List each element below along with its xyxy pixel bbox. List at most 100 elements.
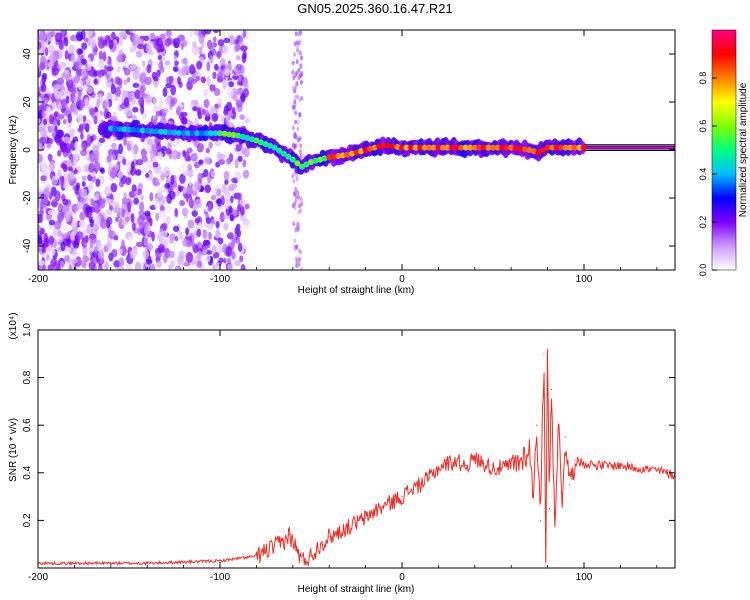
ridge-point	[135, 127, 142, 134]
spectral-speckle	[235, 55, 241, 61]
spectral-speckle	[87, 181, 93, 193]
colorbar-label: Normalized spectral amplitude	[738, 82, 749, 217]
spectral-speckle	[292, 221, 296, 227]
spectral-speckle	[293, 238, 297, 244]
x-tick-label: 0	[399, 274, 405, 285]
spectral-speckle	[93, 115, 98, 125]
spectral-speckle	[200, 42, 205, 49]
spectral-speckle	[61, 97, 67, 109]
spectral-speckle	[159, 205, 165, 212]
snr-point	[543, 353, 545, 355]
spectral-speckle	[80, 189, 88, 199]
spectral-speckle	[188, 198, 194, 209]
spectral-speckle	[209, 84, 216, 92]
snr-point	[310, 555, 312, 557]
spectral-speckle	[298, 256, 302, 262]
spectral-speckle	[64, 49, 69, 60]
spectral-speckle	[140, 86, 145, 98]
spectral-speckle	[42, 97, 49, 105]
spectral-speckle	[118, 31, 127, 38]
snr-point	[419, 484, 421, 486]
ridge-point	[339, 152, 346, 159]
spectral-speckle	[129, 30, 137, 34]
ridge-point	[485, 144, 492, 151]
spectral-speckle	[73, 107, 79, 116]
spectral-speckle	[192, 230, 198, 239]
spectral-speckle	[216, 71, 223, 80]
spectral-speckle	[203, 30, 212, 35]
spectral-speckle	[98, 137, 106, 143]
spectral-speckle	[215, 229, 221, 239]
spectral-speckle	[77, 79, 84, 91]
snr-point	[264, 550, 267, 552]
spectral-speckle	[298, 136, 302, 142]
spectral-speckle	[105, 99, 110, 110]
spectral-speckle	[231, 177, 238, 184]
spectrogram-x-axis: -200 -100 0 100	[28, 30, 658, 285]
ridge-point	[262, 141, 269, 147]
ridge-point	[285, 153, 292, 160]
spectral-speckle	[153, 96, 158, 106]
spectral-speckle	[67, 79, 74, 88]
spectral-speckle	[181, 207, 188, 217]
spectral-speckle	[105, 111, 112, 119]
ridge-point	[253, 137, 260, 144]
x-tick-label: 100	[576, 572, 593, 583]
spectral-speckle	[164, 37, 172, 47]
spectral-speckle	[295, 176, 299, 182]
ridge-point	[371, 144, 378, 151]
spectral-speckle	[45, 253, 50, 261]
ridge-point	[185, 130, 192, 137]
spectral-speckle	[51, 67, 59, 76]
spectral-speckle	[161, 222, 168, 231]
spectral-speckle	[62, 232, 70, 240]
spectral-speckle	[228, 81, 235, 88]
spectrogram-marks	[38, 30, 675, 270]
ridge-point	[562, 144, 569, 151]
spectral-speckle	[225, 101, 233, 112]
spectral-speckle	[101, 198, 106, 204]
ridge-point	[294, 160, 301, 167]
spectral-speckle	[191, 190, 198, 197]
x-tick-label: -100	[210, 572, 230, 583]
spectral-speckle	[108, 39, 114, 50]
spectral-speckle	[235, 63, 243, 71]
ridge-point	[157, 128, 164, 135]
spectral-speckle	[170, 174, 175, 185]
spectral-speckle	[142, 112, 148, 119]
ridge-point	[508, 144, 515, 151]
spectral-speckle	[299, 30, 303, 35]
spectral-speckle	[239, 199, 246, 205]
spectral-speckle	[68, 128, 76, 138]
spectral-speckle	[217, 159, 225, 165]
spectral-speckle	[111, 31, 116, 39]
ridge-point	[412, 144, 419, 151]
spectral-speckle	[93, 224, 100, 232]
spectral-speckle	[56, 77, 65, 85]
spectral-speckle	[117, 77, 123, 86]
spectral-speckle	[189, 30, 194, 37]
spectral-speckle	[200, 76, 206, 84]
spectral-speckle	[300, 95, 304, 101]
spectral-speckle	[48, 219, 56, 226]
spectral-speckle	[172, 225, 180, 232]
spectral-speckle	[155, 252, 163, 259]
ridge-point	[499, 144, 506, 151]
spectral-speckle	[198, 159, 204, 165]
spectral-speckle	[244, 117, 250, 124]
spectral-speckle	[150, 263, 156, 270]
spectral-speckle	[96, 69, 103, 76]
spectral-speckle	[128, 234, 133, 243]
ridge-point	[430, 144, 437, 151]
snr-point	[574, 460, 576, 462]
spectral-speckle	[81, 180, 86, 187]
spectral-speckle	[197, 221, 202, 231]
spectral-speckle	[148, 217, 153, 227]
spectral-speckle	[162, 107, 169, 114]
spectral-speckle	[296, 126, 300, 132]
spectral-speckle	[50, 93, 56, 103]
spectral-speckle	[62, 118, 67, 125]
spectral-speckle	[134, 89, 141, 100]
spectral-speckle	[198, 33, 205, 44]
spectral-speckle	[240, 45, 248, 52]
